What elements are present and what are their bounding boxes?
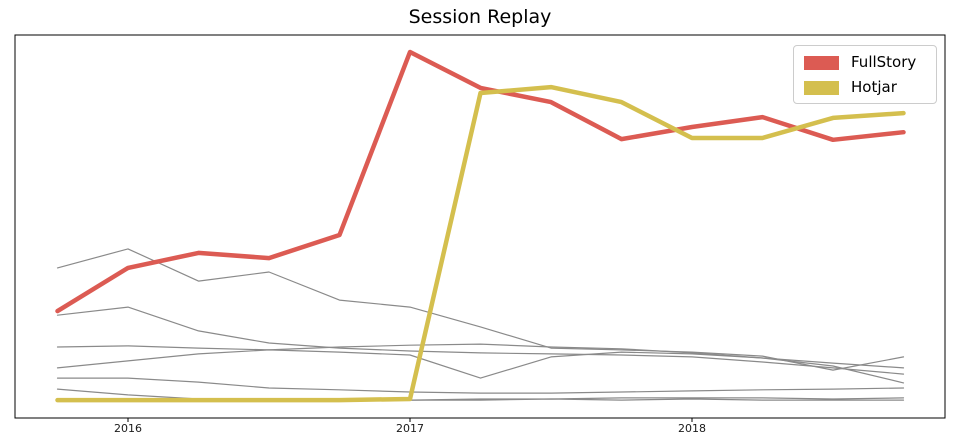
- legend-entry-hotjar: Hotjar: [804, 80, 926, 95]
- x-axis-ticks: [127, 418, 693, 422]
- series-line-FullStory: [55, 49, 906, 314]
- legend: FullStory Hotjar: [793, 45, 937, 104]
- plot-frame: [14, 34, 946, 419]
- x-tick-label-2017: 2017: [396, 422, 424, 435]
- x-tick-label-2016: 2016: [114, 422, 142, 435]
- chart-title: Session Replay: [408, 6, 552, 28]
- series-layer: [55, 49, 906, 403]
- series-line-Hotjar: [55, 84, 906, 403]
- legend-entry-fullstory: FullStory: [804, 55, 926, 70]
- hotjar-color-swatch: [804, 80, 839, 95]
- fullstory-legend-label: FullStory: [851, 53, 917, 71]
- hotjar-legend-label: Hotjar: [851, 78, 897, 96]
- series-line-unlabeled-2: [56, 306, 905, 375]
- x-tick-label-2018: 2018: [678, 422, 706, 435]
- series-line-unlabeled-4: [56, 349, 905, 379]
- series-line-unlabeled-5: [56, 377, 905, 394]
- fullstory-color-swatch: [804, 55, 839, 70]
- series-line-unlabeled-1: [56, 248, 905, 371]
